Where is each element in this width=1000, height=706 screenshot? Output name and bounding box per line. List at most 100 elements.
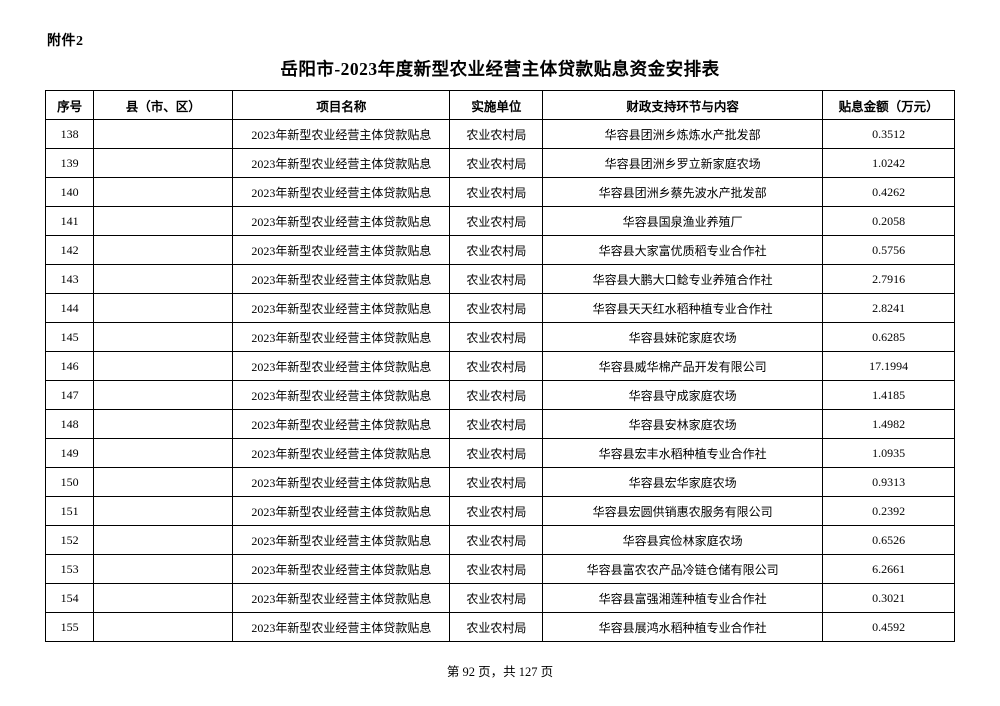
cell-amount: 1.4185	[822, 380, 955, 410]
cell-content: 华容县守成家庭农场	[542, 380, 824, 410]
cell-seq: 151	[44, 496, 95, 526]
cell-project: 2023年新型农业经营主体贷款贴息	[232, 380, 451, 410]
cell-seq: 146	[44, 351, 95, 381]
cell-amount: 1.0935	[822, 438, 955, 468]
cell-amount: 1.4982	[822, 409, 955, 439]
cell-seq: 154	[44, 583, 95, 613]
table-row: 153 2023年新型农业经营主体贷款贴息 农业农村局 华容县富农农产品冷链仓储…	[44, 554, 955, 584]
cell-amount: 0.4262	[822, 177, 955, 207]
cell-content: 华容县妹砣家庭农场	[542, 322, 824, 352]
cell-amount: 0.4592	[822, 612, 955, 642]
page-footer: 第 92 页，共 127 页	[446, 665, 554, 679]
cell-content: 华容县宏丰水稻种植专业合作社	[542, 438, 824, 468]
cell-content: 华容县威华棉产品开发有限公司	[542, 351, 824, 381]
cell-seq: 139	[44, 148, 95, 178]
table-row: 140 2023年新型农业经营主体贷款贴息 农业农村局 华容县团洲乡蔡先波水产批…	[44, 177, 955, 207]
cell-project: 2023年新型农业经营主体贷款贴息	[232, 148, 451, 178]
cell-project: 2023年新型农业经营主体贷款贴息	[232, 293, 451, 323]
cell-project: 2023年新型农业经营主体贷款贴息	[232, 496, 451, 526]
cell-content: 华容县宏圆供销惠农服务有限公司	[542, 496, 824, 526]
cell-amount: 2.7916	[822, 264, 955, 294]
page-title: 岳阳市-2023年度新型农业经营主体贷款贴息资金安排表	[280, 59, 720, 79]
cell-seq: 145	[44, 322, 95, 352]
cell-county	[93, 264, 234, 294]
cell-unit: 农业农村局	[449, 554, 544, 584]
table-row: 144 2023年新型农业经营主体贷款贴息 农业农村局 华容县天天红水稻种植专业…	[44, 293, 955, 323]
table-body: 138 2023年新型农业经营主体贷款贴息 农业农村局 华容县团洲乡炼炼水产批发…	[44, 119, 955, 642]
table-row: 141 2023年新型农业经营主体贷款贴息 农业农村局 华容县国泉渔业养殖厂 0…	[44, 206, 955, 236]
table-row: 152 2023年新型农业经营主体贷款贴息 农业农村局 华容县宾俭林家庭农场 0…	[44, 525, 955, 555]
cell-project: 2023年新型农业经营主体贷款贴息	[232, 583, 451, 613]
cell-seq: 140	[44, 177, 95, 207]
cell-amount: 0.5756	[822, 235, 955, 265]
header-unit: 实施单位	[449, 90, 544, 120]
cell-content: 华容县展鸿水稻种植专业合作社	[542, 612, 824, 642]
table-row: 139 2023年新型农业经营主体贷款贴息 农业农村局 华容县团洲乡罗立新家庭农…	[44, 148, 955, 178]
cell-unit: 农业农村局	[449, 293, 544, 323]
cell-project: 2023年新型农业经营主体贷款贴息	[232, 409, 451, 439]
cell-seq: 148	[44, 409, 95, 439]
table-row: 138 2023年新型农业经营主体贷款贴息 农业农村局 华容县团洲乡炼炼水产批发…	[44, 119, 955, 149]
cell-seq: 138	[44, 119, 95, 149]
cell-content: 华容县富农农产品冷链仓储有限公司	[542, 554, 824, 584]
cell-county	[93, 293, 234, 323]
cell-project: 2023年新型农业经营主体贷款贴息	[232, 177, 451, 207]
cell-county	[93, 322, 234, 352]
cell-amount: 2.8241	[822, 293, 955, 323]
cell-seq: 155	[44, 612, 95, 642]
cell-content: 华容县天天红水稻种植专业合作社	[542, 293, 824, 323]
cell-seq: 150	[44, 467, 95, 497]
cell-county	[93, 206, 234, 236]
cell-unit: 农业农村局	[449, 119, 544, 149]
cell-unit: 农业农村局	[449, 467, 544, 497]
cell-seq: 149	[44, 438, 95, 468]
cell-unit: 农业农村局	[449, 438, 544, 468]
cell-seq: 141	[44, 206, 95, 236]
table-row: 145 2023年新型农业经营主体贷款贴息 农业农村局 华容县妹砣家庭农场 0.…	[44, 322, 955, 352]
header-row: 序号 县（市、区） 项目名称 实施单位 财政支持环节与内容 贴息金额（万元）	[44, 90, 955, 120]
table-row: 147 2023年新型农业经营主体贷款贴息 农业农村局 华容县守成家庭农场 1.…	[44, 380, 955, 410]
cell-unit: 农业农村局	[449, 380, 544, 410]
cell-content: 华容县国泉渔业养殖厂	[542, 206, 824, 236]
cell-county	[93, 235, 234, 265]
cell-county	[93, 177, 234, 207]
cell-county	[93, 525, 234, 555]
cell-content: 华容县宏华家庭农场	[542, 467, 824, 497]
table-row: 151 2023年新型农业经营主体贷款贴息 农业农村局 华容县宏圆供销惠农服务有…	[44, 496, 955, 526]
cell-county	[93, 380, 234, 410]
header-project: 项目名称	[232, 90, 451, 120]
attachment-label: 附件2	[47, 34, 84, 49]
cell-project: 2023年新型农业经营主体贷款贴息	[232, 467, 451, 497]
table-header: 序号 县（市、区） 项目名称 实施单位 财政支持环节与内容 贴息金额（万元）	[44, 90, 955, 120]
cell-unit: 农业农村局	[449, 322, 544, 352]
cell-amount: 6.2661	[822, 554, 955, 584]
cell-content: 华容县富强湘莲种植专业合作社	[542, 583, 824, 613]
table-row: 148 2023年新型农业经营主体贷款贴息 农业农村局 华容县安林家庭农场 1.…	[44, 409, 955, 439]
table-row: 143 2023年新型农业经营主体贷款贴息 农业农村局 华容县大鹏大口鲶专业养殖…	[44, 264, 955, 294]
subsidy-table: 序号 县（市、区） 项目名称 实施单位 财政支持环节与内容 贴息金额（万元） 1…	[44, 90, 955, 642]
cell-content: 华容县团洲乡炼炼水产批发部	[542, 119, 824, 149]
cell-unit: 农业农村局	[449, 583, 544, 613]
cell-unit: 农业农村局	[449, 496, 544, 526]
cell-unit: 农业农村局	[449, 264, 544, 294]
cell-amount: 0.9313	[822, 467, 955, 497]
cell-seq: 147	[44, 380, 95, 410]
table-row: 146 2023年新型农业经营主体贷款贴息 农业农村局 华容县威华棉产品开发有限…	[44, 351, 955, 381]
cell-unit: 农业农村局	[449, 148, 544, 178]
cell-county	[93, 554, 234, 584]
cell-county	[93, 148, 234, 178]
cell-county	[93, 612, 234, 642]
cell-county	[93, 496, 234, 526]
header-content: 财政支持环节与内容	[542, 90, 824, 120]
cell-project: 2023年新型农业经营主体贷款贴息	[232, 264, 451, 294]
cell-unit: 农业农村局	[449, 206, 544, 236]
cell-county	[93, 583, 234, 613]
cell-seq: 144	[44, 293, 95, 323]
cell-unit: 农业农村局	[449, 409, 544, 439]
cell-amount: 0.3512	[822, 119, 955, 149]
cell-amount: 0.6526	[822, 525, 955, 555]
cell-amount: 1.0242	[822, 148, 955, 178]
cell-project: 2023年新型农业经营主体贷款贴息	[232, 235, 451, 265]
cell-unit: 农业农村局	[449, 351, 544, 381]
